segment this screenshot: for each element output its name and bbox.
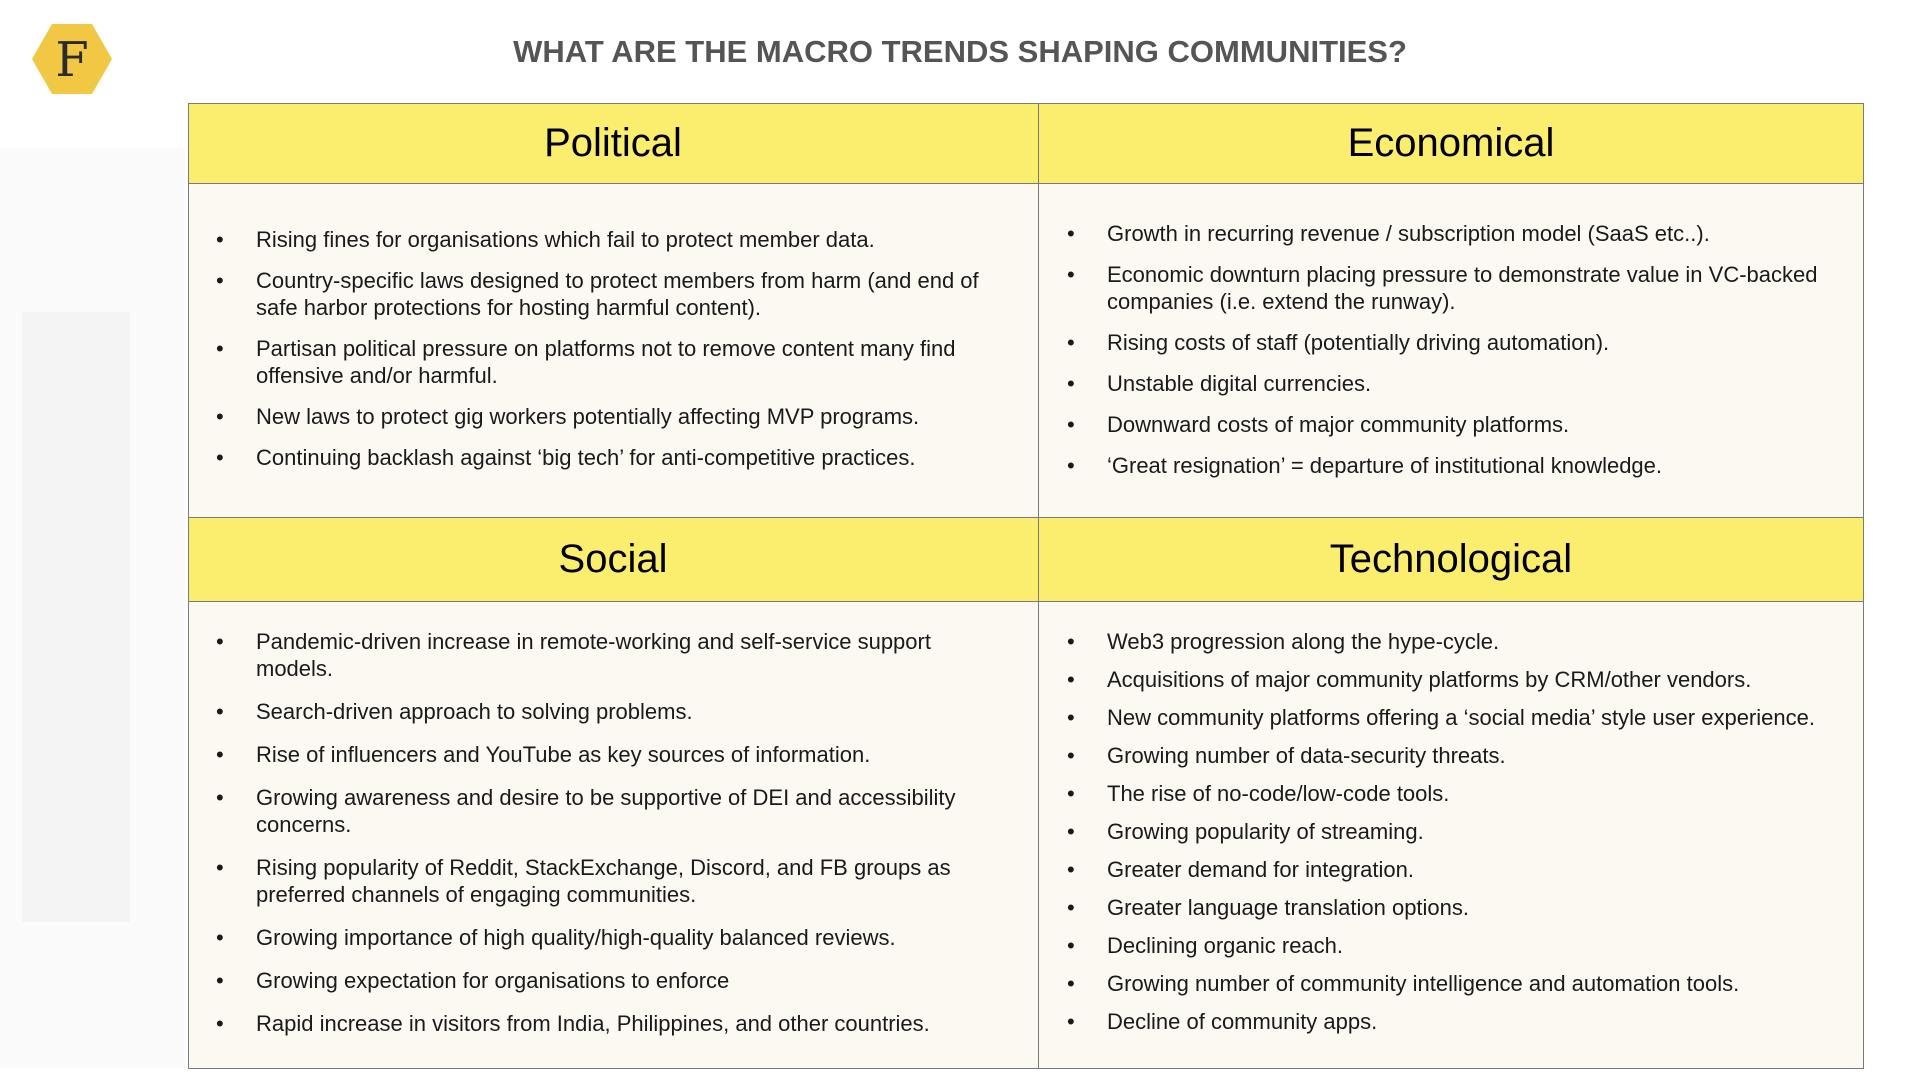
list-item: • Growing popularity of streaming. [1067,819,1424,844]
bullet-icon: • [1067,857,1075,882]
political-list: • Rising fines for organisations which fa… [188,226,1038,485]
bullet-icon: • [1067,743,1075,768]
bullet-icon: • [216,699,224,724]
list-item: • Unstable digital currencies. [1067,371,1372,396]
social-panel: • Pandemic-driven increase in remote-work… [188,602,1039,1069]
hexagon-logo-icon: F [32,24,112,94]
bullet-icon: • [216,925,224,950]
list-item: • Growing expectation for organisations t… [216,968,730,993]
bullet-icon: • [1067,262,1075,287]
brand-logo: F [32,24,112,94]
list-item: • Rising fines for organisations which fa… [216,227,875,252]
economical-heading: Economical [1039,103,1864,184]
background-panel-inner [22,312,130,922]
page-title: WHAT ARE THE MACRO TRENDS SHAPING COMMUN… [513,34,1407,69]
list-item: • Partisan political pressure on platform… [216,336,956,388]
bullet-icon: • [216,968,224,993]
bullet-icon: • [1067,1009,1075,1034]
list-item: • Downward costs of major community platf… [1067,412,1570,437]
bullet-icon: • [1067,330,1075,355]
bullet-icon: • [216,742,224,767]
list-item: • Web3 progression along the hype-cycle. [1067,629,1500,654]
political-panel: • Rising fines for organisations which fa… [188,184,1039,518]
bullet-icon: • [1067,453,1075,478]
list-item: • Declining organic reach. [1067,933,1344,958]
social-heading: Social [188,518,1039,602]
list-item: • Growing number of data-security threats… [1067,743,1506,768]
political-heading: Political [188,103,1039,184]
social-list: • Pandemic-driven increase in remote-work… [188,628,1038,1053]
bullet-icon: • [1067,933,1075,958]
list-item: • Search-driven approach to solving probl… [216,699,693,724]
list-item: • Acquisitions of major community platfor… [1067,667,1752,692]
bullet-icon: • [1067,781,1075,806]
list-item: • Continuing backlash against ‘big tech’ … [216,445,916,470]
list-item: • Rapid increase in visitors from India, … [216,1011,930,1036]
list-item: • The rise of no-code/low-code tools. [1067,781,1450,806]
list-item: • Rising costs of staff (potentially driv… [1067,330,1610,355]
bullet-icon: • [1067,819,1075,844]
bullet-icon: • [216,785,224,810]
list-item: • New community platforms offering a ‘soc… [1067,705,1815,730]
list-item: • Growing number of community intelligenc… [1067,971,1740,996]
list-item: • ‘Great resignation’ = departure of inst… [1067,453,1663,478]
list-item: • Greater language translation options. [1067,895,1470,920]
economical-list: • Growth in recurring revenue / subscript… [1039,220,1863,493]
bullet-icon: • [216,445,224,470]
bullet-icon: • [216,336,224,361]
bullet-icon: • [1067,371,1075,396]
bullet-icon: • [1067,667,1075,692]
bullet-icon: • [216,629,224,654]
list-item: • Growth in recurring revenue / subscript… [1067,221,1710,246]
list-item: • Greater demand for integration. [1067,857,1414,882]
list-item: • Economic downturn placing pressure to d… [1067,262,1818,314]
bullet-icon: • [1067,412,1075,437]
list-item: • Rising popularity of Reddit, StackExcha… [216,855,951,907]
list-item: • Decline of community apps. [1067,1009,1378,1034]
bullet-icon: • [216,268,224,293]
technological-list: • Web3 progression along the hype-cycle. … [1039,628,1863,1046]
economical-panel: • Growth in recurring revenue / subscript… [1039,184,1864,518]
bullet-icon: • [216,1011,224,1036]
bullet-icon: • [216,227,224,252]
trends-grid: Political Economical • Rising fines for o… [188,103,1864,1069]
list-item: • Rise of influencers and YouTube as key … [216,742,871,767]
bullet-icon: • [216,404,224,429]
bullet-icon: • [1067,895,1075,920]
logo-letter: F [55,32,88,88]
bullet-icon: • [1067,705,1075,730]
bullet-icon: • [1067,971,1075,996]
list-item: • Growing importance of high quality/high… [216,925,896,950]
technological-panel: • Web3 progression along the hype-cycle. … [1039,602,1864,1069]
list-item: • Pandemic-driven increase in remote-work… [216,629,931,681]
list-item: • New laws to protect gig workers potenti… [216,404,920,429]
bullet-icon: • [1067,629,1075,654]
list-item: • Growing awareness and desire to be supp… [216,785,956,837]
bullet-icon: • [216,855,224,880]
bullet-icon: • [1067,221,1075,246]
technological-heading: Technological [1039,518,1864,602]
list-item: • Country-specific laws designed to prote… [216,268,979,320]
